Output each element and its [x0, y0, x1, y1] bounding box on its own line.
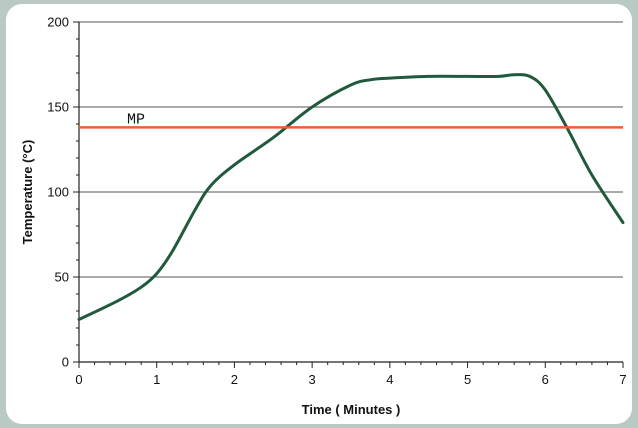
x-tick-label-7: 7: [619, 372, 626, 387]
x-tick-label-4: 4: [386, 372, 393, 387]
series-layer: [77, 73, 625, 321]
y-tick-label-200: 200: [47, 15, 69, 30]
y-tick-label-50: 50: [55, 270, 69, 285]
x-tick-label-1: 1: [153, 372, 160, 387]
x-tick-label-3: 3: [309, 372, 316, 387]
series-line-0: [77, 73, 625, 321]
x-axis-title: Time ( Minutes ): [302, 402, 401, 417]
y-tick-label-100: 100: [47, 185, 69, 200]
x-tick-label-0: 0: [75, 372, 82, 387]
y-tick-label-150: 150: [47, 100, 69, 115]
x-tick-label-2: 2: [231, 372, 238, 387]
y-tick-label-0: 0: [62, 355, 69, 370]
chart-panel: [6, 4, 632, 424]
y-axis-title: Temperature (°C): [20, 140, 35, 245]
x-tick-label-6: 6: [542, 372, 549, 387]
gridlines: [79, 21, 623, 278]
reference-layer: MP: [79, 111, 623, 129]
reference-line-label-0: MP: [127, 111, 145, 128]
x-tick-label-5: 5: [464, 372, 471, 387]
ticks: 0 50 100 150 200 0 1 2 3 4 5 6 7: [47, 15, 626, 388]
